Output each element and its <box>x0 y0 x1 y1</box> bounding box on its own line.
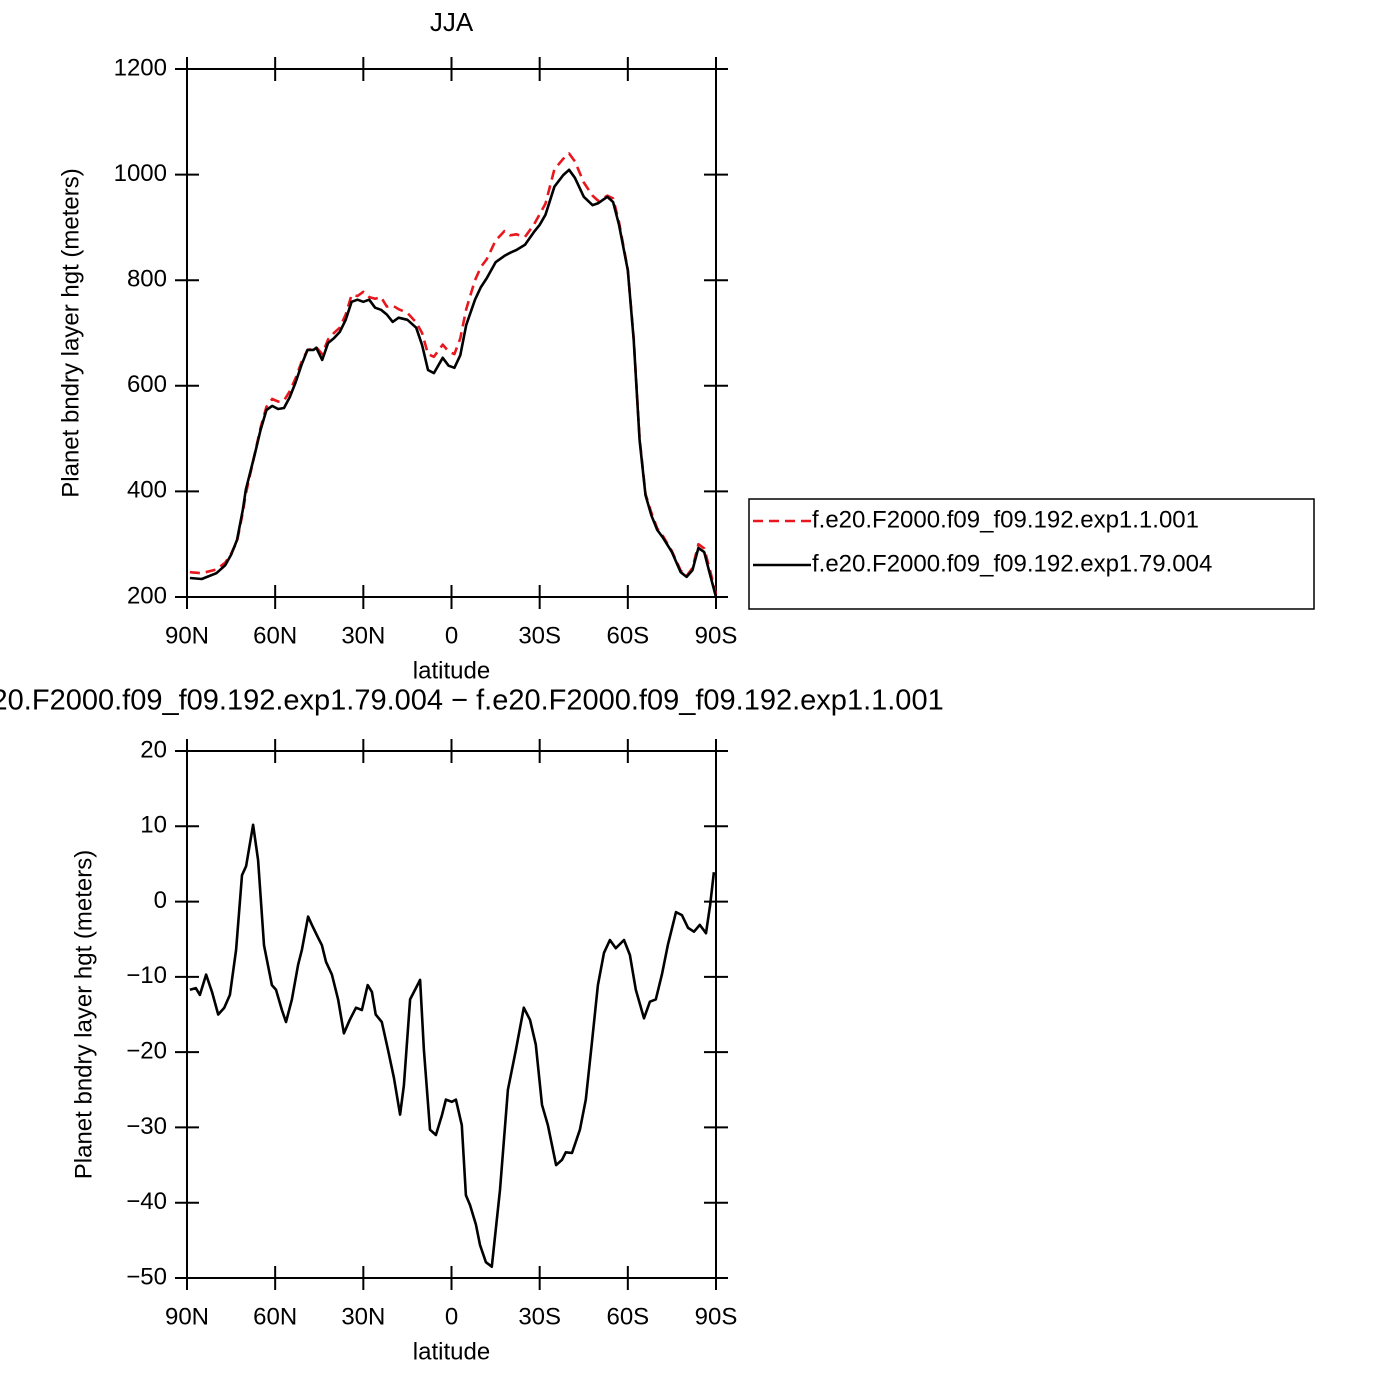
x-tick-label: 30N <box>341 1303 385 1330</box>
x-tick-label: 90N <box>165 622 209 649</box>
plot-frame <box>186 750 717 1279</box>
y-tick-label: −20 <box>126 1037 167 1064</box>
y-tick-label: 1000 <box>114 160 167 187</box>
x-axis-label: latitude <box>413 657 490 684</box>
x-tick-label: 60S <box>606 622 649 649</box>
y-tick-label: −10 <box>126 962 167 989</box>
x-tick-label: 0 <box>445 1303 458 1330</box>
y-tick-label: 0 <box>154 887 167 914</box>
x-axis-label: latitude <box>413 1338 490 1365</box>
legend-label: f.e20.F2000.f09_f09.192.exp1.79.004 <box>812 550 1212 577</box>
y-tick-label: 20 <box>140 736 167 763</box>
x-tick-label: 30S <box>518 1303 561 1330</box>
x-tick-label: 60N <box>253 622 297 649</box>
chart-title: f.e20.F2000.f09_f09.192.exp1.79.004 − f.… <box>0 685 944 717</box>
y-tick-label: −50 <box>126 1263 167 1290</box>
legend-label: f.e20.F2000.f09_f09.192.exp1.1.001 <box>812 506 1199 533</box>
plot-frame <box>186 68 717 598</box>
y-tick-label: 200 <box>127 582 167 609</box>
x-tick-label: 60S <box>606 1303 649 1330</box>
x-tick-label: 30N <box>341 622 385 649</box>
y-tick-label: −40 <box>126 1188 167 1215</box>
y-tick-label: 10 <box>140 812 167 839</box>
x-tick-label: 30S <box>518 622 561 649</box>
data-line <box>189 152 718 595</box>
y-axis-label: Planet bndry layer hgt (meters) <box>57 168 84 497</box>
y-axis-label: Planet bndry layer hgt (meters) <box>70 850 97 1179</box>
chart-title: JJA <box>430 7 474 37</box>
data-line <box>189 168 718 598</box>
data-line <box>189 823 716 1268</box>
legend-box <box>748 498 1315 610</box>
y-tick-label: 800 <box>127 266 167 293</box>
y-tick-label: 400 <box>127 477 167 504</box>
x-tick-label: 0 <box>445 622 458 649</box>
x-tick-label: 90S <box>695 622 738 649</box>
y-tick-label: −30 <box>126 1113 167 1140</box>
x-tick-label: 90S <box>695 1303 738 1330</box>
x-tick-label: 90N <box>165 1303 209 1330</box>
y-tick-label: 1200 <box>114 54 167 81</box>
y-tick-label: 600 <box>127 371 167 398</box>
x-tick-label: 60N <box>253 1303 297 1330</box>
